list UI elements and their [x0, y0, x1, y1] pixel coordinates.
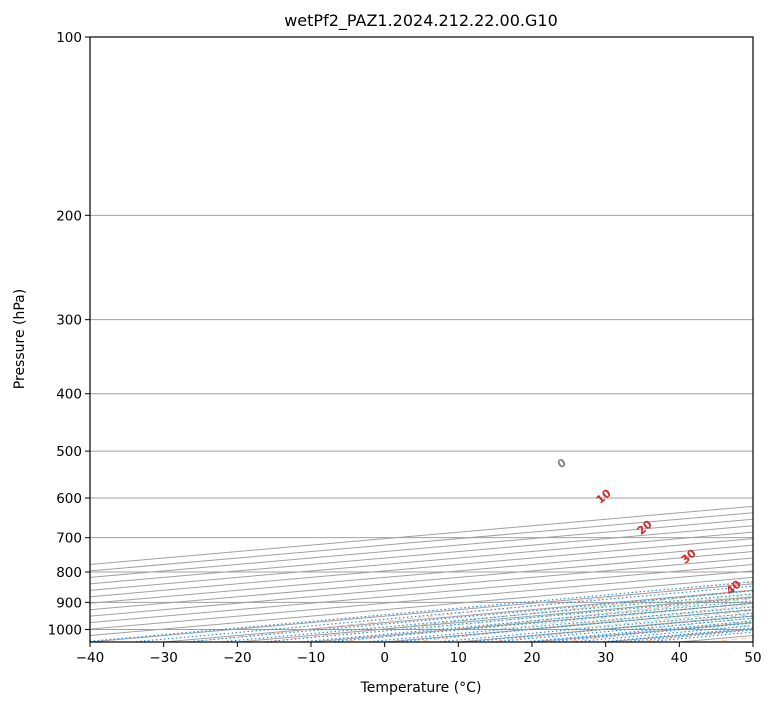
mixing-ratio-line	[326, 602, 753, 642]
chart-title: wetPf2_PAZ1.2024.212.22.00.G10	[284, 11, 558, 31]
x-tick-label: 40	[671, 650, 688, 666]
plot-background	[90, 37, 753, 642]
x-tick-label: 30	[597, 650, 614, 666]
mixing-ratio-line	[299, 600, 753, 642]
x-tick-label: 50	[744, 650, 761, 666]
y-tick-label: 100	[56, 30, 82, 46]
dry-adiabat	[338, 596, 753, 642]
y-tick-label: 1000	[48, 622, 82, 638]
isotherm-line	[90, 512, 753, 572]
background-lines	[90, 37, 753, 642]
isotherm-line	[752, 641, 753, 642]
x-tick-label: −10	[297, 650, 326, 666]
isotherm-line	[90, 531, 753, 591]
x-axis-label: Temperature (°C)	[360, 680, 482, 696]
y-tick-label: 900	[56, 595, 82, 611]
mixing-ratio-line	[218, 593, 753, 642]
y-tick-label: 400	[56, 387, 82, 403]
isotherm-line	[90, 505, 753, 565]
x-tick-label: −30	[149, 650, 178, 666]
plot-frame	[89, 36, 754, 643]
x-tick-label: 20	[523, 650, 540, 666]
y-tick-label: 500	[56, 444, 82, 460]
mixing-ratio-line	[365, 606, 753, 642]
y-axis-label: Pressure (hPa)	[12, 289, 28, 389]
y-tick-label: 800	[56, 565, 82, 581]
isotherm-line	[90, 538, 753, 598]
y-tick-label: 700	[56, 531, 82, 547]
x-tick-label: 0	[380, 650, 389, 666]
mixing-ratio-line	[262, 597, 753, 642]
x-tick-label: −40	[76, 650, 105, 666]
x-tick-label: −20	[223, 650, 252, 666]
isotherm-line	[90, 525, 753, 585]
y-tick-label: 300	[56, 313, 82, 329]
isotherm-line	[90, 518, 753, 578]
y-tick-label: 200	[56, 208, 82, 224]
axis-ticks: −40 −30 −20 −10 0 10 20 30 40 50 100 200 300 400 500 60…	[48, 30, 762, 666]
x-tick-label: 10	[450, 650, 467, 666]
y-tick-label: 600	[56, 491, 82, 507]
